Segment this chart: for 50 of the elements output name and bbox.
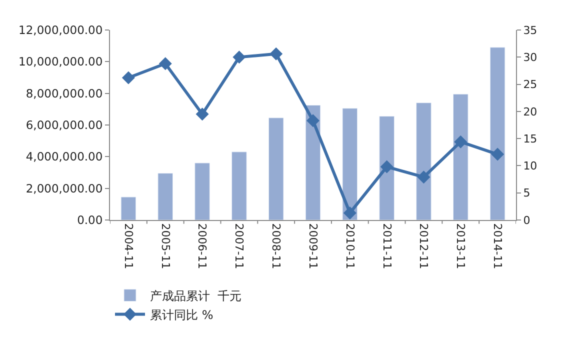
y-tick-label: 0.00 xyxy=(77,213,103,228)
y2-tick-label: 15 xyxy=(523,132,538,146)
bar xyxy=(268,118,284,220)
y2-tick-label: 0 xyxy=(523,214,530,227)
bar xyxy=(342,108,358,220)
x-tick-label: 2011-11 xyxy=(380,223,394,270)
y-tick-label: 6,000,000.00 xyxy=(26,118,103,132)
point xyxy=(454,135,468,148)
x-tick-label: 2007-11 xyxy=(232,223,246,270)
x-tick-label: 2005-11 xyxy=(158,223,172,270)
point xyxy=(122,71,135,84)
bar xyxy=(379,116,394,220)
x-tick-label: 2014-11 xyxy=(490,223,504,270)
legend-label: 累计同比 % xyxy=(150,308,214,322)
bar xyxy=(120,196,136,220)
y-tick-label: 12,000,000.00 xyxy=(18,23,103,38)
y2-tick-label: 10 xyxy=(523,160,538,173)
bar xyxy=(416,102,432,220)
y2-tick-label: 30 xyxy=(523,50,538,64)
y-tick-label: 4,000,000.00 xyxy=(26,150,103,164)
bar xyxy=(194,162,210,220)
bar xyxy=(490,47,506,220)
y-tick-label: 2,000,000.00 xyxy=(26,181,103,196)
point xyxy=(491,148,504,161)
x-tick-label: 2006-11 xyxy=(196,223,209,270)
bar xyxy=(158,173,173,220)
y2-tick-label: 35 xyxy=(523,24,538,37)
point xyxy=(380,160,394,174)
point xyxy=(232,50,246,64)
bar xyxy=(232,152,247,220)
y2-tick-label: 5 xyxy=(523,186,530,200)
bar xyxy=(453,94,468,220)
bar xyxy=(305,104,321,220)
x-tick-label: 2004-11 xyxy=(122,223,135,270)
point xyxy=(270,47,283,60)
point xyxy=(417,170,430,184)
x-tick-label: 2008-11 xyxy=(270,223,283,270)
y2-tick-label: 20 xyxy=(523,105,538,118)
point xyxy=(158,57,172,70)
x-tick-label: 2010-11 xyxy=(343,223,356,270)
x-tick-label: 2012-11 xyxy=(417,223,430,270)
x-tick-label: 2009-11 xyxy=(306,223,320,270)
legend-label: 产成品累计 千元 xyxy=(150,288,242,303)
point xyxy=(196,108,209,121)
y-tick-label: 10,000,000.00 xyxy=(18,54,103,69)
x-tick-label: 2013-11 xyxy=(454,223,468,270)
point xyxy=(306,114,320,128)
y2-tick-label: 25 xyxy=(523,78,538,92)
point xyxy=(343,206,356,220)
y-tick-label: 8,000,000.00 xyxy=(26,86,103,100)
